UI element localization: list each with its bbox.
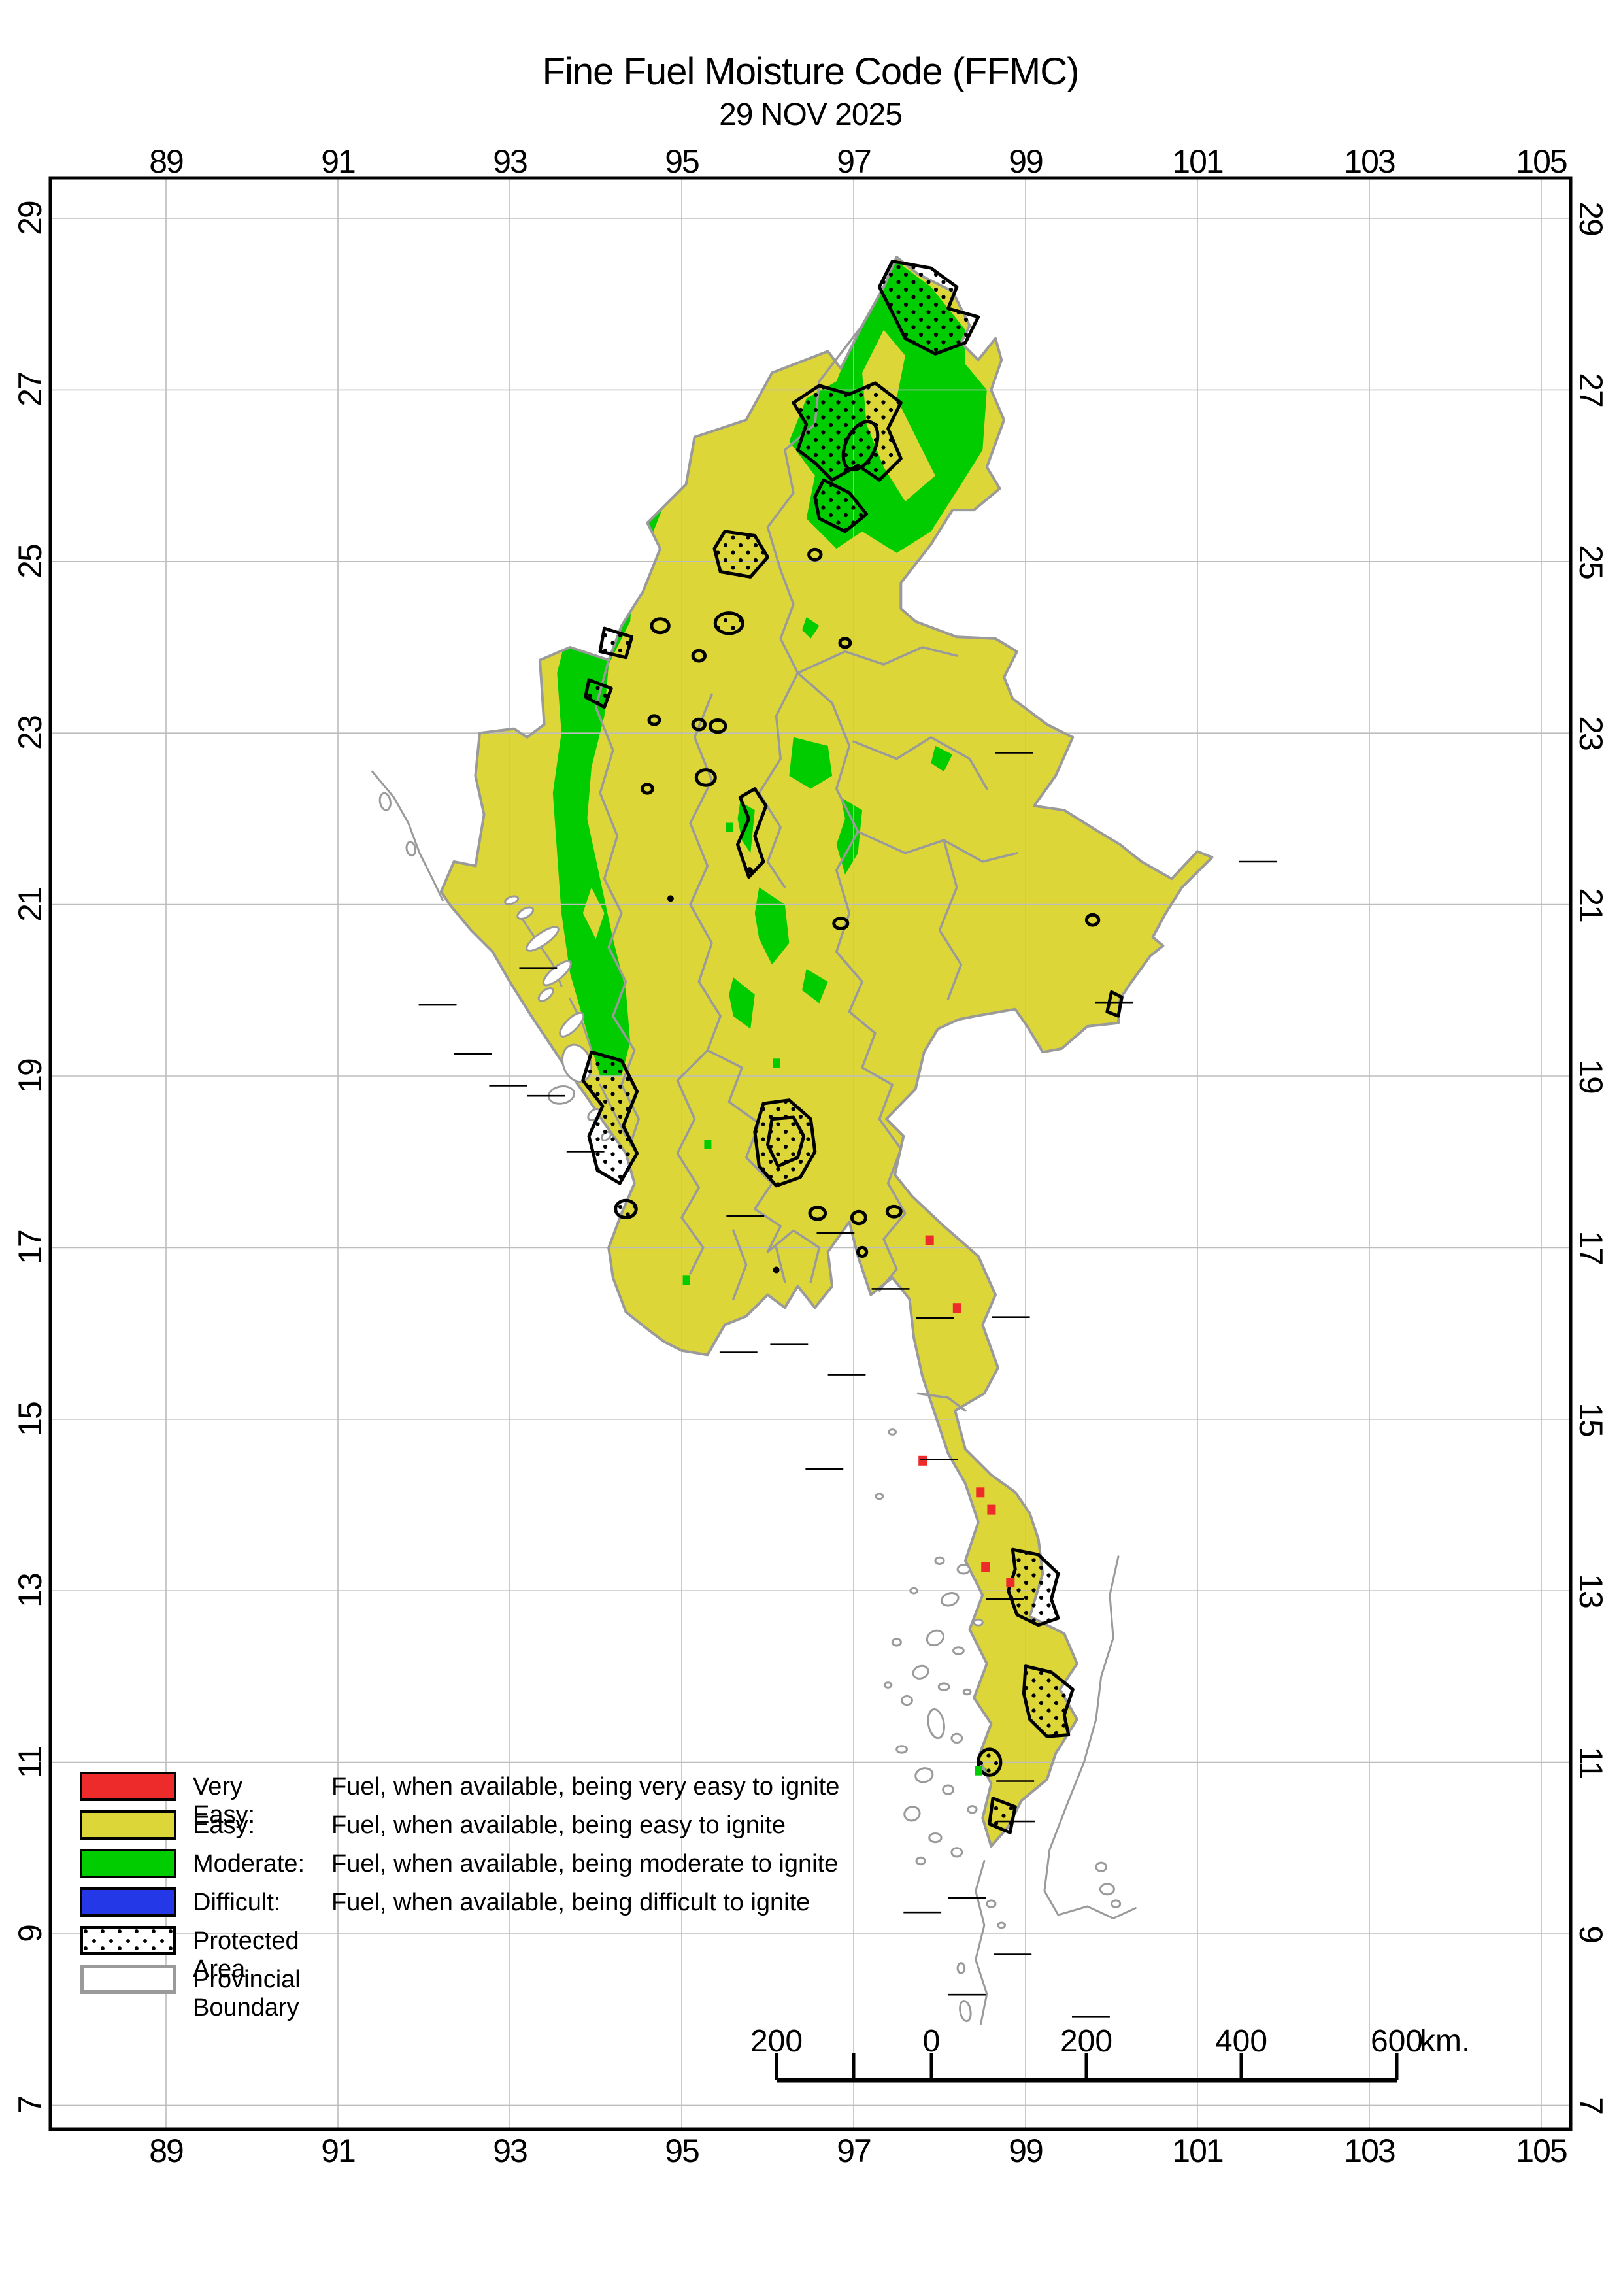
lat-label-right-23: 23 bbox=[1573, 716, 1609, 750]
scale-bar bbox=[775, 2053, 1399, 2083]
svg-text:400: 400 bbox=[1215, 2024, 1267, 2059]
legend-swatch-provincial-boundary bbox=[80, 1965, 176, 1994]
legend-label: Difficult: bbox=[193, 1889, 281, 1916]
lon-label-top-97: 97 bbox=[837, 143, 872, 180]
provincial-boundaries bbox=[594, 324, 1018, 1412]
lat-label-right-11: 11 bbox=[1573, 1746, 1609, 1778]
lon-label-top-91: 91 bbox=[321, 143, 356, 180]
lat-label-left-27: 27 bbox=[12, 373, 48, 407]
lon-label-bottom-101: 101 bbox=[1172, 2133, 1224, 2169]
lat-label-right-15: 15 bbox=[1573, 1402, 1609, 1436]
legend-desc: Fuel, when available, being moderate to … bbox=[331, 1850, 839, 1878]
legend-desc: Fuel, when available, being difficult to… bbox=[331, 1889, 811, 1916]
lon-label-top-101: 101 bbox=[1172, 143, 1224, 180]
lat-label-left-19: 19 bbox=[12, 1059, 48, 1093]
lat-label-left-15: 15 bbox=[12, 1402, 48, 1436]
lon-label-bottom-99: 99 bbox=[1009, 2133, 1044, 2169]
lon-label-bottom-89: 89 bbox=[149, 2133, 184, 2169]
legend-label: Provincial Boundary bbox=[193, 1966, 301, 2021]
lon-label-bottom-105: 105 bbox=[1516, 2133, 1567, 2169]
lat-label-right-21: 21 bbox=[1573, 887, 1609, 922]
lon-label-top-99: 99 bbox=[1009, 143, 1044, 180]
scale-bar-unit: km. bbox=[1420, 2024, 1470, 2059]
legend-swatch-easy bbox=[80, 1810, 176, 1840]
lat-label-left-23: 23 bbox=[12, 716, 48, 750]
legend-swatch-protected-area bbox=[80, 1926, 176, 1955]
lat-label-left-9: 9 bbox=[12, 1925, 48, 1942]
lon-label-top-89: 89 bbox=[149, 143, 184, 180]
legend-desc: Fuel, when available, being easy to igni… bbox=[331, 1812, 786, 1839]
legend-label: Moderate: bbox=[193, 1850, 305, 1878]
legend-desc: Fuel, when available, being very easy to… bbox=[331, 1773, 840, 1800]
ffmc-moderate-spots bbox=[682, 822, 982, 1776]
lat-label-right-27: 27 bbox=[1573, 373, 1609, 407]
lat-label-right-13: 13 bbox=[1573, 1574, 1609, 1608]
coastlines bbox=[371, 770, 1137, 2025]
protected-areas bbox=[581, 260, 1124, 1834]
lon-label-top-103: 103 bbox=[1344, 143, 1395, 180]
lat-label-right-7: 7 bbox=[1573, 2097, 1609, 2114]
svg-text:0: 0 bbox=[923, 2024, 941, 2059]
lat-label-right-25: 25 bbox=[1573, 544, 1609, 579]
country-coastline bbox=[439, 256, 1214, 1848]
lat-label-left-29: 29 bbox=[12, 201, 48, 235]
legend-label: Protected Area bbox=[193, 1927, 299, 1983]
lon-label-bottom-95: 95 bbox=[665, 2133, 700, 2169]
lon-label-bottom-91: 91 bbox=[321, 2133, 356, 2169]
lat-label-left-25: 25 bbox=[12, 544, 48, 579]
svg-text:600: 600 bbox=[1371, 2024, 1423, 2059]
lon-label-top-105: 105 bbox=[1516, 143, 1567, 180]
lat-label-left-7: 7 bbox=[12, 2097, 48, 2114]
lat-label-right-17: 17 bbox=[1573, 1230, 1609, 1265]
ffmc-very-easy-spots bbox=[918, 1235, 1015, 1588]
map-date: 29 NOV 2025 bbox=[719, 97, 903, 132]
lon-label-top-93: 93 bbox=[493, 143, 528, 180]
map-point-marks bbox=[667, 867, 780, 1274]
lat-label-left-13: 13 bbox=[12, 1574, 48, 1608]
dash-marks bbox=[418, 752, 1277, 2018]
svg-text:200: 200 bbox=[750, 2024, 803, 2059]
legend-label: Easy: bbox=[193, 1812, 256, 1839]
map-frame bbox=[48, 176, 1573, 2131]
lat-label-left-17: 17 bbox=[12, 1230, 48, 1265]
lat-label-right-29: 29 bbox=[1573, 201, 1609, 235]
lon-label-top-95: 95 bbox=[665, 143, 700, 180]
map-title: Fine Fuel Moisture Code (FFMC) bbox=[542, 50, 1080, 93]
lat-label-right-19: 19 bbox=[1573, 1059, 1609, 1093]
svg-text:200: 200 bbox=[1060, 2024, 1112, 2059]
lon-label-bottom-97: 97 bbox=[837, 2133, 872, 2169]
legend-label: Very Easy: bbox=[193, 1773, 256, 1829]
lon-label-bottom-93: 93 bbox=[493, 2133, 528, 2169]
legend-swatch-very-easy bbox=[80, 1772, 176, 1801]
lat-label-left-11: 11 bbox=[12, 1746, 48, 1778]
country-myanmar bbox=[441, 257, 1212, 1847]
lon-label-bottom-103: 103 bbox=[1344, 2133, 1395, 2169]
lat-label-right-9: 9 bbox=[1573, 1925, 1609, 1942]
legend-swatch-moderate bbox=[80, 1849, 176, 1878]
legend-swatch-difficult bbox=[80, 1887, 176, 1917]
lat-label-left-21: 21 bbox=[12, 887, 48, 922]
